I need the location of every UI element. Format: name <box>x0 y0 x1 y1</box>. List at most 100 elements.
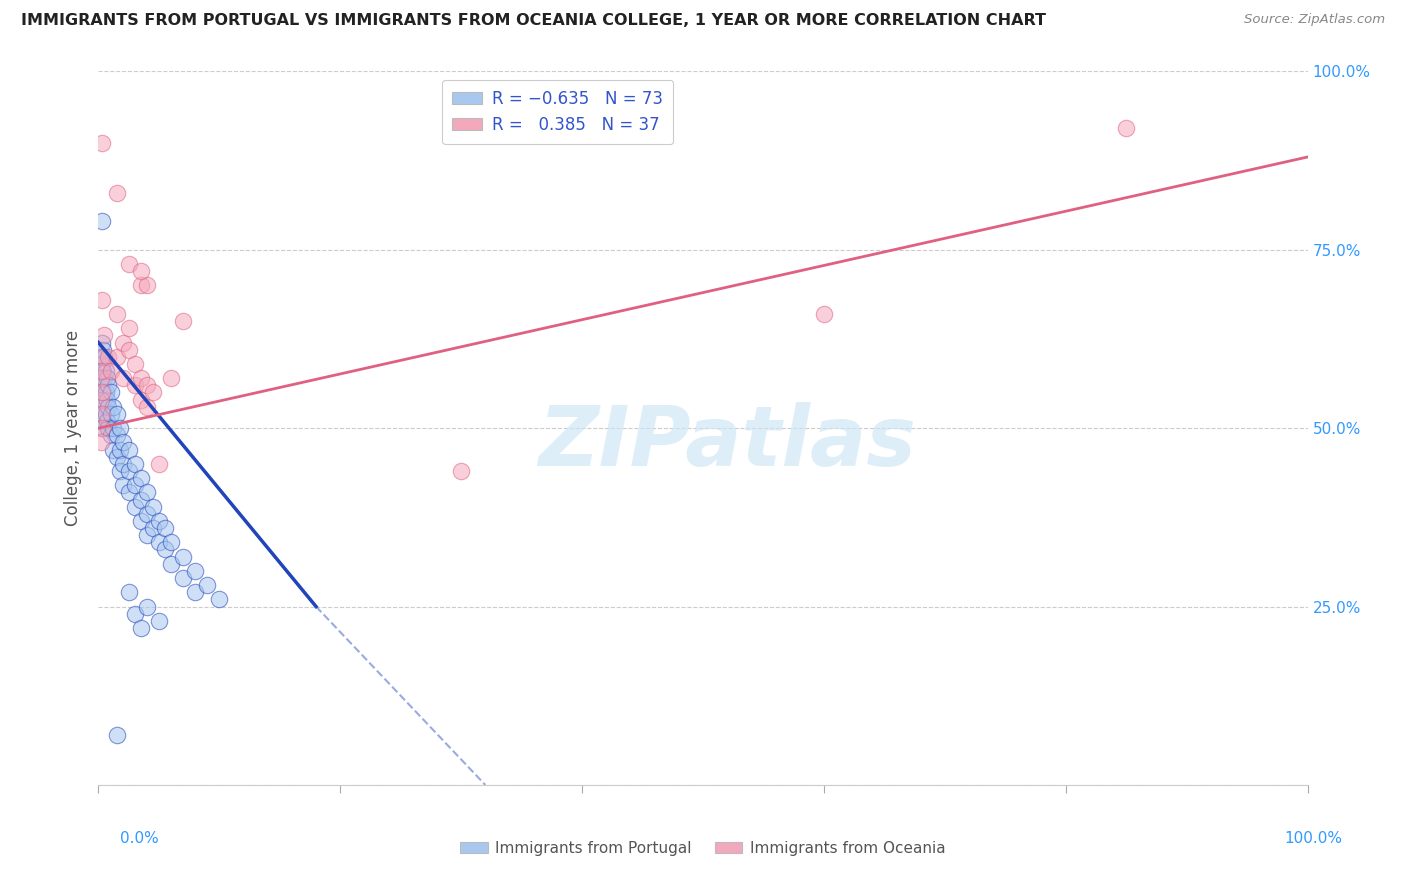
Point <box>142 500 165 514</box>
Point <box>172 314 194 328</box>
Point <box>91 364 114 378</box>
Point <box>90 378 112 392</box>
Point <box>90 364 112 378</box>
Point <box>129 371 152 385</box>
Text: ZIPatlas: ZIPatlas <box>538 402 917 483</box>
Point <box>813 307 835 321</box>
Point <box>172 549 194 564</box>
Point <box>90 350 112 364</box>
Point <box>129 621 152 635</box>
Point <box>91 421 114 435</box>
Point <box>90 435 112 450</box>
Point <box>118 257 141 271</box>
Point <box>91 421 114 435</box>
Point <box>129 264 152 278</box>
Point <box>118 343 141 357</box>
Text: Source: ZipAtlas.com: Source: ZipAtlas.com <box>1244 13 1385 27</box>
Point <box>1115 121 1137 136</box>
Point <box>105 428 128 442</box>
Point <box>93 328 115 343</box>
Point <box>124 357 146 371</box>
Point <box>91 407 114 421</box>
Point <box>208 592 231 607</box>
Point <box>450 464 472 478</box>
Point <box>135 378 157 392</box>
Point <box>100 428 122 442</box>
Point <box>184 564 207 578</box>
Point <box>195 578 218 592</box>
Point <box>93 371 115 385</box>
Point <box>91 400 114 414</box>
Text: 100.0%: 100.0% <box>1285 831 1343 847</box>
Point <box>148 535 170 549</box>
Point <box>108 421 131 435</box>
Point <box>91 357 114 371</box>
Point <box>124 607 146 621</box>
Point <box>111 457 134 471</box>
Point <box>91 385 114 400</box>
Point <box>91 335 114 350</box>
Legend: Immigrants from Portugal, Immigrants from Oceania: Immigrants from Portugal, Immigrants fro… <box>454 835 952 862</box>
Text: 0.0%: 0.0% <box>120 831 159 847</box>
Point <box>129 278 152 293</box>
Legend: R = −0.635   N = 73, R =   0.385   N = 37: R = −0.635 N = 73, R = 0.385 N = 37 <box>443 79 673 144</box>
Point <box>105 450 128 464</box>
Point <box>108 442 131 457</box>
Point <box>91 214 114 228</box>
Point <box>160 371 183 385</box>
Point <box>118 464 141 478</box>
Point <box>94 407 117 421</box>
Y-axis label: College, 1 year or more: College, 1 year or more <box>65 330 83 526</box>
Point <box>100 385 122 400</box>
Point <box>91 407 114 421</box>
Point <box>90 371 112 385</box>
Point <box>97 378 120 392</box>
Point <box>111 335 134 350</box>
Point <box>153 542 176 557</box>
Point <box>135 507 157 521</box>
Point <box>135 400 157 414</box>
Point <box>105 307 128 321</box>
Point <box>93 392 115 407</box>
Point <box>105 728 128 742</box>
Point <box>91 293 114 307</box>
Point <box>129 514 152 528</box>
Point <box>124 378 146 392</box>
Point <box>91 414 114 428</box>
Point <box>142 385 165 400</box>
Point <box>129 471 152 485</box>
Point <box>111 371 134 385</box>
Point <box>100 364 122 378</box>
Point <box>91 343 114 357</box>
Point <box>90 350 112 364</box>
Point <box>91 385 114 400</box>
Point <box>96 392 118 407</box>
Point <box>101 442 124 457</box>
Point <box>135 278 157 293</box>
Point <box>97 421 120 435</box>
Point <box>118 485 141 500</box>
Point <box>91 385 114 400</box>
Point <box>148 457 170 471</box>
Point <box>160 535 183 549</box>
Point <box>172 571 194 585</box>
Point <box>108 464 131 478</box>
Point <box>97 350 120 364</box>
Point <box>135 599 157 614</box>
Point <box>135 528 157 542</box>
Point <box>129 492 152 507</box>
Point <box>91 136 114 150</box>
Point <box>129 392 152 407</box>
Point <box>118 442 141 457</box>
Point <box>101 400 124 414</box>
Point <box>100 407 122 421</box>
Point <box>101 421 124 435</box>
Point <box>91 364 114 378</box>
Point <box>94 385 117 400</box>
Text: IMMIGRANTS FROM PORTUGAL VS IMMIGRANTS FROM OCEANIA COLLEGE, 1 YEAR OR MORE CORR: IMMIGRANTS FROM PORTUGAL VS IMMIGRANTS F… <box>21 13 1046 29</box>
Point <box>118 321 141 335</box>
Point <box>96 414 118 428</box>
Point <box>184 585 207 599</box>
Point <box>124 500 146 514</box>
Point <box>96 371 118 385</box>
